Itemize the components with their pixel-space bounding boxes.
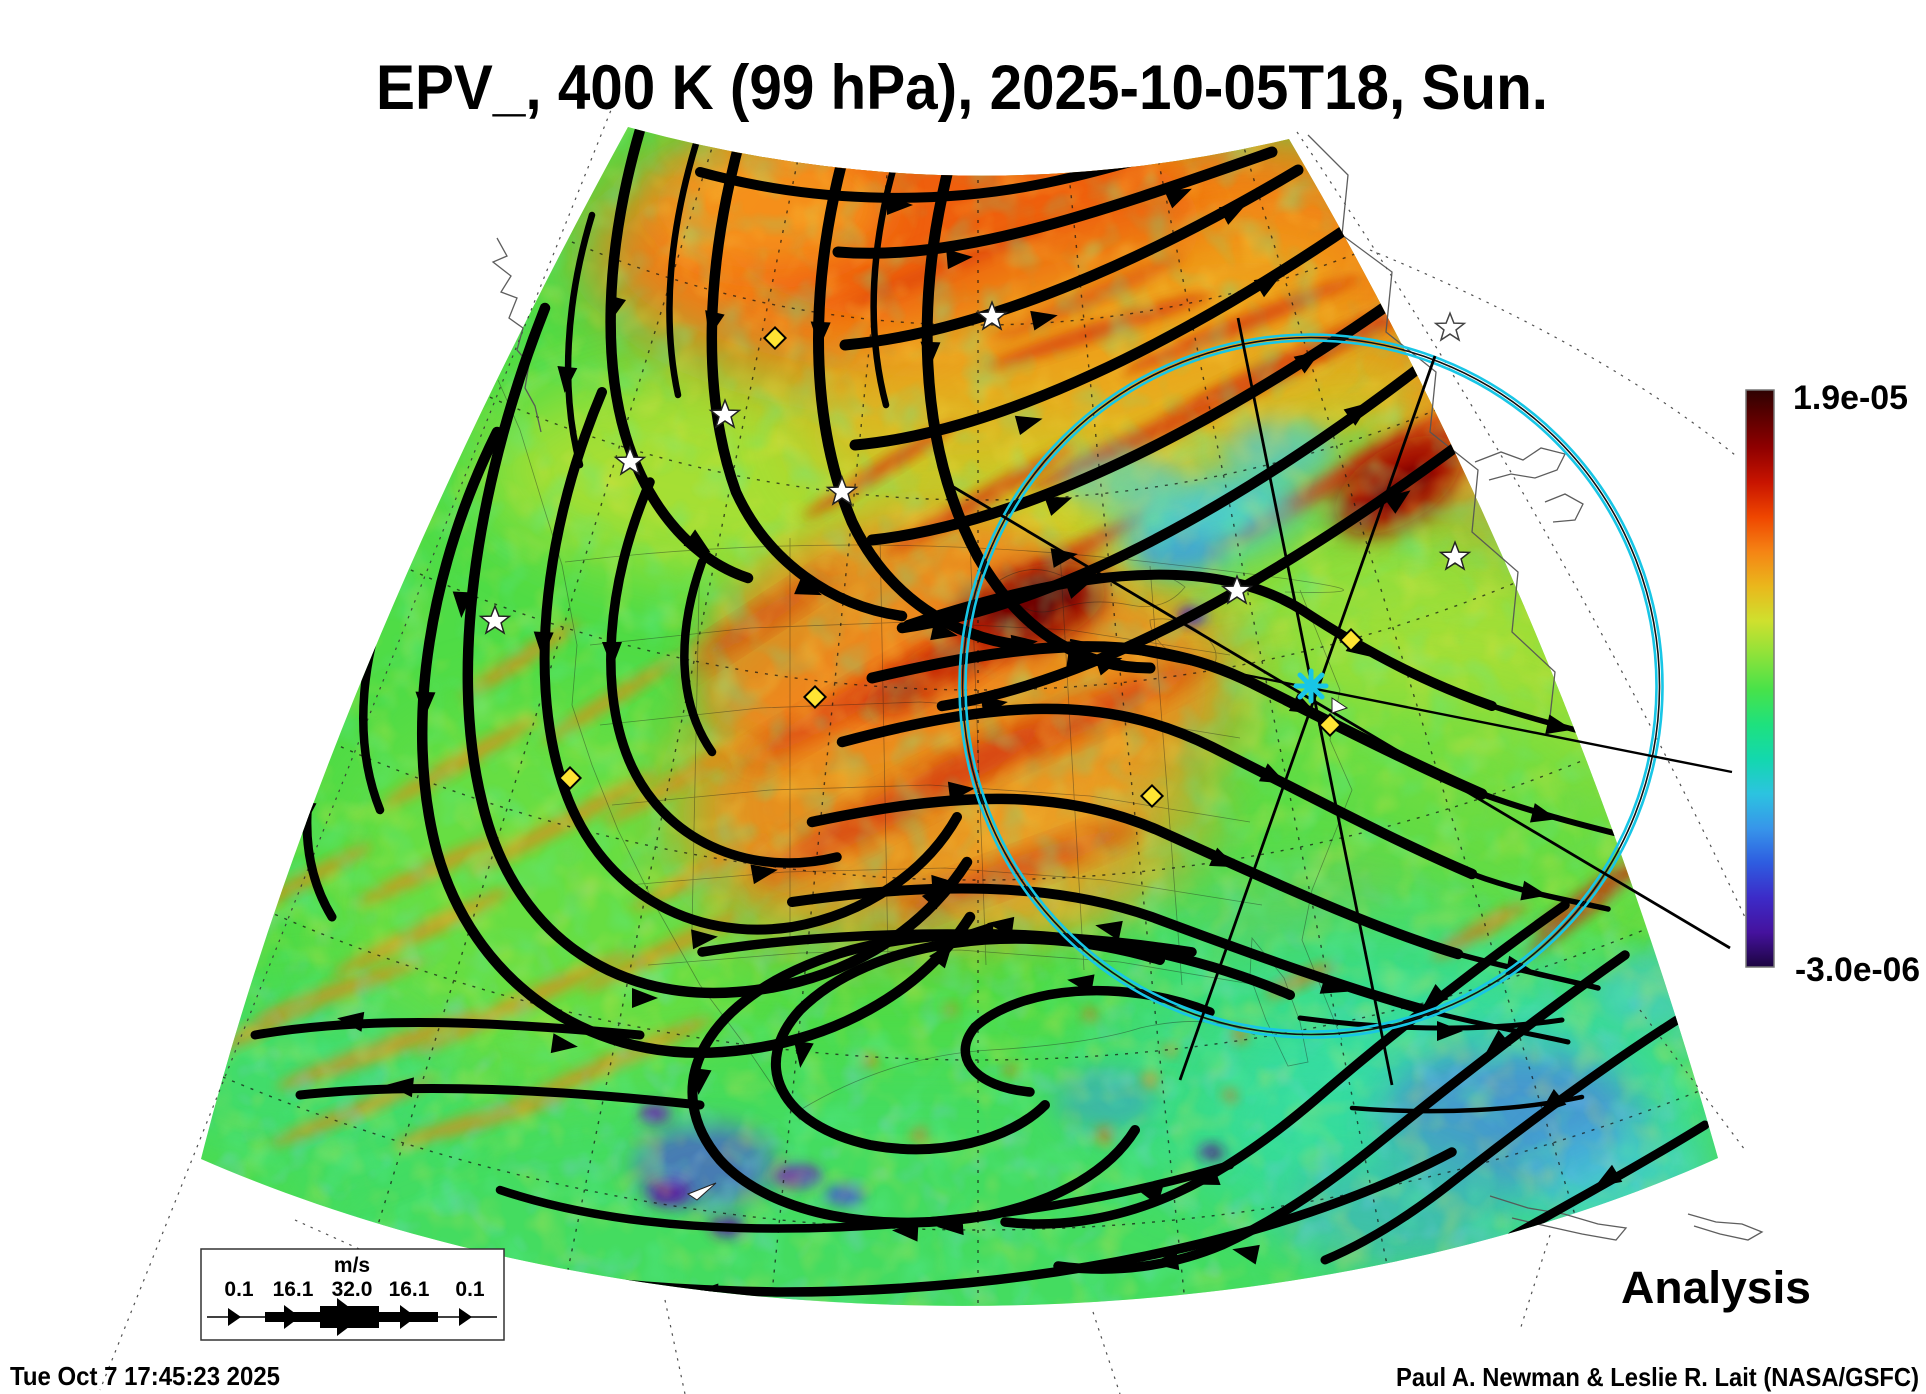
- svg-text:1.9e-05: 1.9e-05: [1793, 379, 1908, 417]
- svg-text:m/s: m/s: [334, 1254, 370, 1277]
- svg-text:16.1: 16.1: [273, 1278, 314, 1301]
- svg-text:0.1: 0.1: [224, 1278, 254, 1301]
- svg-text:Paul A. Newman & Leslie R. Lai: Paul A. Newman & Leslie R. Lait (NASA/GS…: [1396, 1362, 1919, 1392]
- svg-text:0.1: 0.1: [455, 1278, 485, 1301]
- svg-text:16.1: 16.1: [389, 1278, 430, 1301]
- svg-text:Tue Oct 7 17:45:23 2025: Tue Oct 7 17:45:23 2025: [10, 1361, 280, 1391]
- svg-text:EPV_, 400 K (99 hPa), 2025-10-: EPV_, 400 K (99 hPa), 2025-10-05T18, Sun…: [376, 53, 1548, 123]
- svg-text:-3.0e-06: -3.0e-06: [1795, 951, 1920, 989]
- svg-text:32.0: 32.0: [332, 1278, 373, 1301]
- svg-text:Analysis: Analysis: [1621, 1262, 1811, 1313]
